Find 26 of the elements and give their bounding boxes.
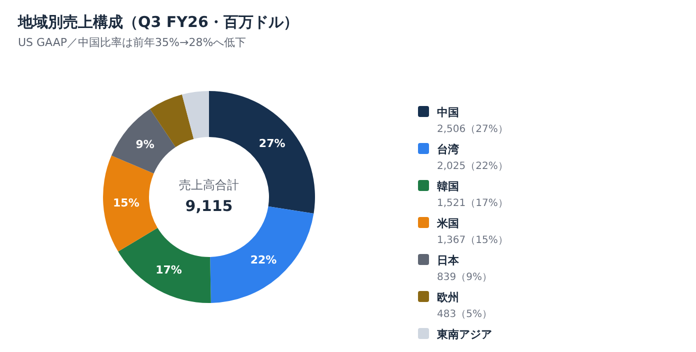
legend-label: 韓国 [437,180,459,193]
legend-label: 米国 [436,217,459,230]
data-label: 2,506（27%） [437,124,508,135]
text: 17% [156,263,182,276]
text: 9% [136,138,154,151]
text: 売上高合計 [179,178,239,192]
legend-label: 中国 [437,106,459,119]
text: 22% [250,253,277,266]
legend-label: 台湾 [437,143,460,156]
donut-slice [103,156,158,252]
text: 27% [258,136,286,150]
data-label: 483（5%） [437,309,492,320]
text: 15% [113,196,140,210]
donut-slice [182,91,209,139]
data-label: 1,521（17%） [437,198,508,209]
chart-subtitle: US GAAP／中国比率は前年35%→28%へ低下 [18,36,246,49]
legend-label: 日本 [437,254,460,267]
data-label: 2,025（22%） [437,161,508,172]
legend-label: 東南アジア [436,328,492,341]
donut-slice [118,228,211,303]
data-label: 1,367（15%） [437,235,508,246]
donut-slice [111,108,176,174]
data-label: 839（9%） [437,272,492,283]
legend-label: 欧州 [437,291,459,304]
chart-title: 地域別売上構成（Q3 FY26・百万ドル） [17,13,298,31]
text: 9,115 [185,197,233,215]
